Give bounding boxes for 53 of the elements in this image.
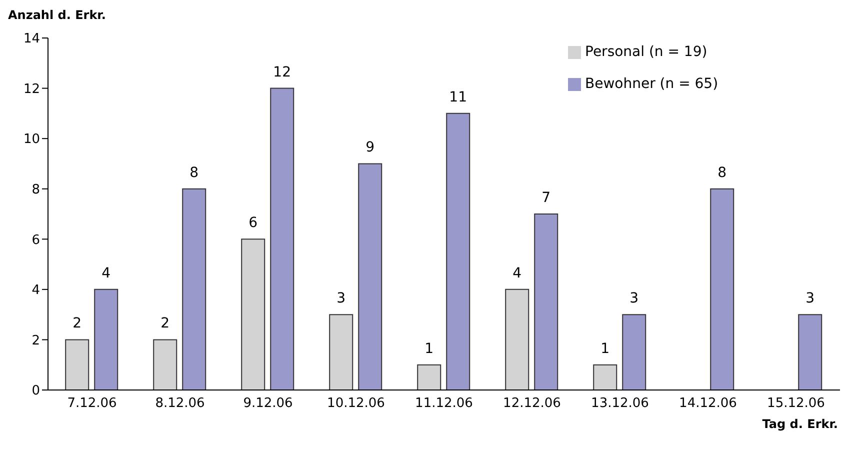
- bar: [182, 188, 206, 390]
- data-label: 12: [273, 64, 292, 80]
- y-axis-title: Anzahl d. Erkr.: [8, 8, 106, 22]
- data-label: 11: [449, 89, 468, 106]
- bar: [329, 314, 354, 390]
- data-label: 8: [190, 164, 199, 181]
- x-tick-label: 11.12.06: [415, 396, 473, 412]
- y-tick-label: 6: [32, 232, 40, 248]
- x-tick-label: 12.12.06: [503, 396, 561, 412]
- data-label: 4: [512, 265, 522, 282]
- bar: [505, 288, 530, 390]
- data-label: 3: [336, 290, 346, 307]
- bar: [417, 364, 442, 390]
- bar: [593, 364, 618, 390]
- bar: [94, 288, 118, 390]
- bar: [446, 112, 470, 390]
- x-axis-title: Tag d. Erkr.: [762, 417, 838, 431]
- data-label: 4: [102, 265, 111, 282]
- y-tick-label: 10: [23, 132, 40, 148]
- x-tick-label: 8.12.06: [155, 396, 205, 412]
- legend-label: Bewohner (n = 65): [585, 76, 718, 92]
- legend-label: Personal (n = 19): [585, 44, 708, 60]
- bar: [153, 339, 178, 390]
- data-label: 3: [630, 290, 639, 307]
- data-label: 2: [160, 316, 170, 332]
- y-tick-label: 4: [32, 283, 40, 298]
- x-tick-label: 14.12.06: [679, 396, 737, 412]
- data-label: 6: [248, 215, 258, 232]
- data-label: 1: [600, 340, 610, 357]
- bar: [534, 214, 558, 390]
- bar: [358, 163, 382, 390]
- y-tick-label: 0: [32, 384, 40, 399]
- data-label: 7: [542, 190, 551, 206]
- data-label: 1: [424, 340, 434, 357]
- bar: [622, 314, 646, 390]
- x-tick-label: 10.12.06: [327, 396, 385, 412]
- bar: [270, 88, 294, 390]
- bar: [241, 238, 266, 390]
- x-tick-label: 13.12.06: [591, 396, 649, 412]
- data-label: 2: [72, 316, 82, 332]
- y-tick-label: 2: [32, 333, 40, 348]
- data-label: 3: [806, 290, 815, 307]
- bar: [65, 339, 90, 390]
- x-tick-label: 7.12.06: [67, 396, 117, 412]
- data-label: 8: [718, 164, 727, 181]
- bar: [798, 314, 822, 390]
- y-tick-label: 8: [32, 182, 40, 198]
- bar: [710, 188, 734, 390]
- y-tick-label: 12: [23, 82, 40, 97]
- y-tick-label: 14: [23, 32, 40, 47]
- x-tick-label: 15.12.06: [767, 396, 825, 412]
- data-label: 9: [366, 140, 375, 156]
- x-tick-label: 9.12.06: [243, 396, 293, 412]
